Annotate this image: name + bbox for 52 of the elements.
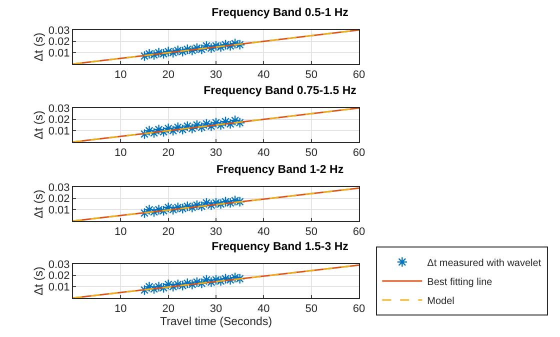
x-tick-label: 20	[162, 303, 174, 316]
x-tick-label: 40	[258, 69, 270, 82]
point	[139, 50, 150, 62]
x-tick-label: 60	[352, 147, 366, 160]
chart-title: Frequency Band 1-2 Hz	[216, 164, 344, 176]
y-tick-label: 0.01	[48, 204, 70, 217]
x-tick-label: 20	[162, 147, 174, 160]
x-tick-label: 60	[352, 69, 366, 82]
x-tick-label: 10	[114, 69, 127, 82]
x-tick-label: 50	[305, 303, 318, 316]
x-tick-label: 50	[305, 147, 318, 160]
y-axis-title: Δt (s)	[32, 32, 46, 62]
point	[139, 128, 150, 140]
y-axis-title: Δt (s)	[32, 110, 46, 140]
x-axis-title: Travel time (Seconds)	[160, 316, 272, 328]
point	[139, 208, 150, 218]
x-tick-label: 30	[210, 303, 222, 316]
x-tick-label: 50	[305, 226, 318, 238]
x-tick-label: 20	[162, 69, 174, 82]
x-tick-label: 40	[258, 303, 270, 316]
x-tick-label: 30	[210, 147, 222, 160]
legend-label: Δt measured with wavelet	[427, 258, 542, 269]
y-axis-title: Δt (s)	[32, 266, 46, 296]
y-tick-label: 0.01	[48, 126, 70, 138]
y-tick-label: 0.03	[48, 258, 70, 271]
x-tick-label: 40	[258, 147, 270, 160]
y-tick-label: 0.01	[48, 282, 70, 294]
y-tick-label: 0.02	[48, 114, 70, 126]
legend-label: Model	[427, 296, 454, 307]
x-tick-label: 10	[114, 147, 127, 160]
y-tick-label: 0.02	[48, 36, 70, 48]
chart-title: Frequency Band 0.5-1 Hz	[212, 7, 349, 20]
x-tick-label: 40	[258, 226, 270, 238]
y-tick-label: 0.03	[48, 182, 70, 194]
chart-title: Frequency Band 1.5-3 Hz	[212, 241, 349, 254]
y-tick-label: 0.01	[48, 48, 70, 60]
y-tick-label: 0.03	[48, 102, 70, 115]
x-tick-label: 10	[114, 226, 127, 238]
y-tick-label: 0.03	[48, 24, 70, 37]
x-tick-label: 30	[210, 69, 222, 82]
x-tick-label: 60	[352, 303, 366, 316]
x-tick-label: 10	[114, 303, 127, 316]
x-tick-label: 20	[162, 226, 174, 238]
y-tick-label: 0.02	[48, 270, 70, 282]
chart-title: Frequency Band 0.75-1.5 Hz	[204, 85, 357, 98]
x-tick-label: 60	[352, 226, 366, 238]
y-axis-title: Δt (s)	[32, 190, 46, 218]
legend-label: Best fitting line	[427, 276, 493, 288]
x-tick-label: 50	[305, 69, 318, 82]
y-tick-label: 0.02	[48, 193, 70, 206]
x-tick-label: 30	[210, 226, 222, 238]
point	[139, 284, 150, 296]
